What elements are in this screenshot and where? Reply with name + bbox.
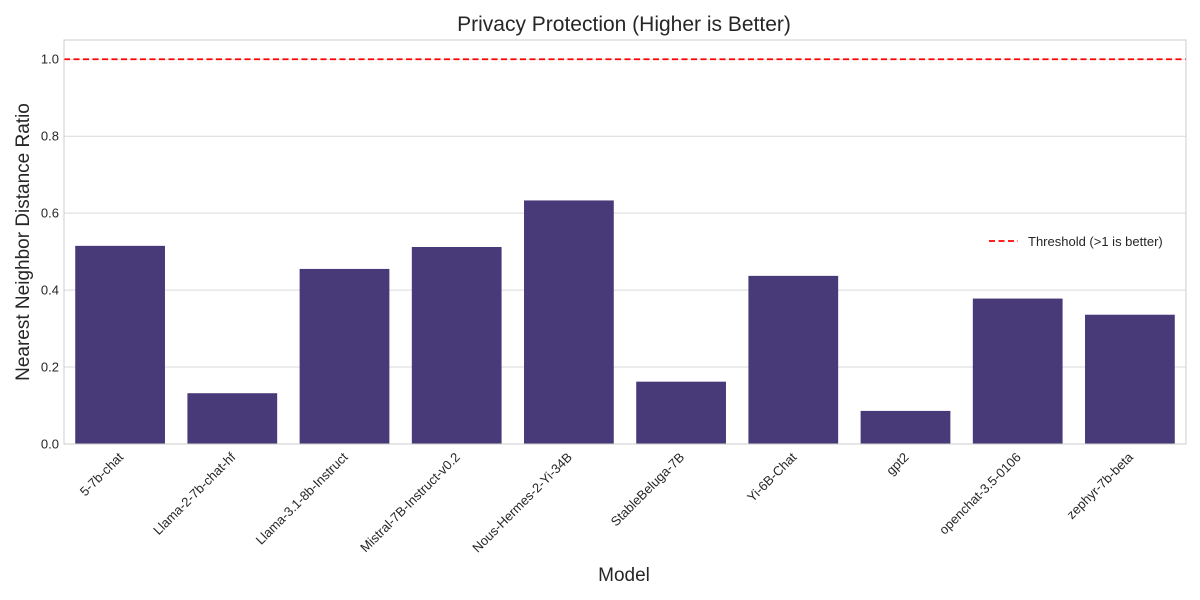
x-tick-label: Mistral-7B-Instruct-v0.2 bbox=[357, 450, 463, 556]
bar bbox=[860, 410, 951, 444]
x-tick-label: Yi-6B-Chat bbox=[744, 449, 799, 504]
x-tick-label: Llama-3.1-8b-Instruct bbox=[253, 449, 351, 547]
plot-frame bbox=[63, 39, 1187, 445]
y-tick-label: 1.0 bbox=[41, 52, 59, 67]
chart-title: Privacy Protection (Higher is Better) bbox=[457, 13, 791, 36]
y-tick-label: 0.0 bbox=[41, 437, 59, 452]
x-tick-label: StableBeluga-7B bbox=[608, 450, 688, 530]
y-tick-label: 0.6 bbox=[41, 206, 59, 221]
y-tick-label: 0.2 bbox=[41, 360, 59, 375]
bar bbox=[411, 247, 502, 444]
x-tick-label: gpt2 bbox=[883, 450, 912, 479]
legend-threshold-label: Threshold (>1 is better) bbox=[1028, 234, 1163, 249]
bar bbox=[187, 393, 278, 444]
bar bbox=[972, 298, 1063, 444]
y-ticks: 0.0 0.2 0.4 0.6 0.8 1.0 bbox=[41, 52, 59, 452]
x-tick-label: Nous-Hermes-2-Yi-34B bbox=[469, 450, 575, 556]
x-axis-label: Model bbox=[598, 565, 650, 586]
bar bbox=[1085, 314, 1175, 444]
bar bbox=[75, 245, 165, 444]
legend: Threshold (>1 is better) bbox=[989, 234, 1163, 249]
x-tick-label: zephyr-7b-beta bbox=[1064, 449, 1137, 522]
x-tick-label: openchat-3.5-0106 bbox=[936, 450, 1024, 538]
bar bbox=[299, 268, 390, 444]
x-ticks: 5-7b-chat Llama-2-7b-chat-hf Llama-3.1-8b-… bbox=[77, 449, 1137, 555]
y-tick-label: 0.4 bbox=[41, 283, 59, 298]
x-tick-label: 5-7b-chat bbox=[77, 449, 127, 499]
bar bbox=[748, 275, 839, 444]
y-tick-label: 0.8 bbox=[41, 129, 59, 144]
y-axis-label: Nearest Neighbor Distance Ratio bbox=[13, 103, 34, 381]
bar bbox=[636, 381, 726, 444]
bar bbox=[524, 200, 614, 444]
x-tick-label: Llama-2-7b-chat-hf bbox=[150, 449, 239, 538]
bars bbox=[75, 200, 1175, 444]
